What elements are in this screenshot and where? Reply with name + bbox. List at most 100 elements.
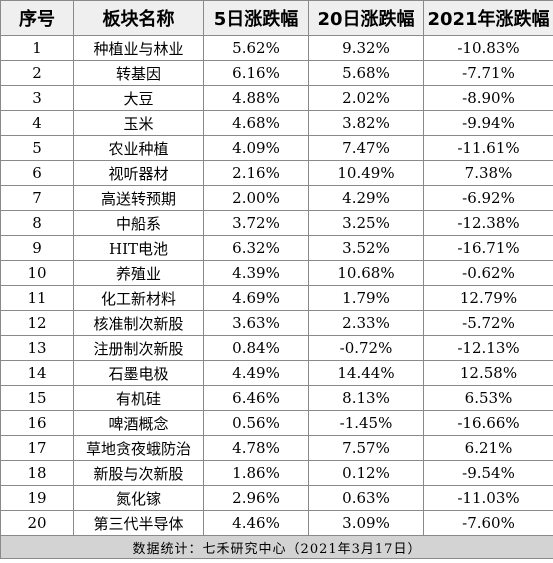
change-20day: 1.79% (308, 285, 424, 311)
header-20day-change: 20日涨跌幅 (308, 0, 424, 36)
change-5day: 4.88% (203, 85, 309, 111)
table-row: 2 转基因 6.16% 5.68% -7.71% (0, 60, 553, 86)
change-20day: 10.68% (308, 260, 424, 286)
header-5day-change: 5日涨跌幅 (203, 0, 309, 36)
sector-name: 石墨电极 (73, 360, 204, 386)
sector-name: 大豆 (73, 85, 204, 111)
header-2021-change: 2021年涨跌幅 (423, 0, 553, 36)
change-5day: 2.96% (203, 485, 309, 511)
change-2021: -11.03% (423, 485, 553, 511)
table-row: 4 玉米 4.68% 3.82% -9.94% (0, 110, 553, 136)
change-20day: 5.68% (308, 60, 424, 86)
change-5day: 0.84% (203, 335, 309, 361)
header-row: 序号 板块名称 5日涨跌幅 20日涨跌幅 2021年涨跌幅 (0, 0, 553, 36)
change-2021: -7.71% (423, 60, 553, 86)
change-2021: -12.13% (423, 335, 553, 361)
change-20day: 3.52% (308, 235, 424, 261)
change-2021: -8.90% (423, 85, 553, 111)
table-row: 13 注册制次新股 0.84% -0.72% -12.13% (0, 335, 553, 361)
change-20day: 2.33% (308, 310, 424, 336)
sector-name: 化工新材料 (73, 285, 204, 311)
table-row: 10 养殖业 4.39% 10.68% -0.62% (0, 260, 553, 286)
change-20day: 8.13% (308, 385, 424, 411)
table-row: 20 第三代半导体 4.46% 3.09% -7.60% (0, 510, 553, 536)
change-5day: 4.68% (203, 110, 309, 136)
table-row: 9 HIT电池 6.32% 3.52% -16.71% (0, 235, 553, 261)
table-row: 7 高送转预期 2.00% 4.29% -6.92% (0, 185, 553, 211)
sector-name: 中船系 (73, 210, 204, 236)
row-index: 18 (0, 460, 74, 486)
row-index: 1 (0, 35, 74, 61)
change-20day: 0.63% (308, 485, 424, 511)
change-2021: -0.62% (423, 260, 553, 286)
sector-name: 农业种植 (73, 135, 204, 161)
change-20day: -1.45% (308, 410, 424, 436)
row-index: 17 (0, 435, 74, 461)
change-20day: 14.44% (308, 360, 424, 386)
change-5day: 4.09% (203, 135, 309, 161)
change-5day: 2.00% (203, 185, 309, 211)
sector-name: 注册制次新股 (73, 335, 204, 361)
data-source-note: 数据统计：七禾研究中心（2021年3月17日） (0, 535, 553, 559)
row-index: 5 (0, 135, 74, 161)
table-row: 19 氮化镓 2.96% 0.63% -11.03% (0, 485, 553, 511)
row-index: 10 (0, 260, 74, 286)
change-5day: 4.46% (203, 510, 309, 536)
change-20day: 7.47% (308, 135, 424, 161)
table-row: 5 农业种植 4.09% 7.47% -11.61% (0, 135, 553, 161)
change-5day: 4.39% (203, 260, 309, 286)
change-20day: 3.25% (308, 210, 424, 236)
sector-name: 氮化镓 (73, 485, 204, 511)
table-row: 11 化工新材料 4.69% 1.79% 12.79% (0, 285, 553, 311)
sector-name: 视听器材 (73, 160, 204, 186)
row-index: 6 (0, 160, 74, 186)
change-5day: 4.49% (203, 360, 309, 386)
change-20day: 2.02% (308, 85, 424, 111)
change-5day: 1.86% (203, 460, 309, 486)
change-2021: 6.53% (423, 385, 553, 411)
change-5day: 4.78% (203, 435, 309, 461)
change-5day: 3.72% (203, 210, 309, 236)
change-2021: 12.58% (423, 360, 553, 386)
change-5day: 2.16% (203, 160, 309, 186)
footer-row: 数据统计：七禾研究中心（2021年3月17日） (0, 535, 553, 559)
change-2021: -11.61% (423, 135, 553, 161)
table-row: 16 啤酒概念 0.56% -1.45% -16.66% (0, 410, 553, 436)
change-5day: 5.62% (203, 35, 309, 61)
row-index: 8 (0, 210, 74, 236)
header-sector-name: 板块名称 (73, 0, 204, 36)
table-row: 3 大豆 4.88% 2.02% -8.90% (0, 85, 553, 111)
change-2021: 6.21% (423, 435, 553, 461)
sector-name: 第三代半导体 (73, 510, 204, 536)
change-20day: 4.29% (308, 185, 424, 211)
table-row: 8 中船系 3.72% 3.25% -12.38% (0, 210, 553, 236)
table-body: 1 种植业与林业 5.62% 9.32% -10.83% 2 转基因 6.16% 5.68% -7… (0, 35, 553, 536)
change-5day: 0.56% (203, 410, 309, 436)
sector-name: 高送转预期 (73, 185, 204, 211)
row-index: 4 (0, 110, 74, 136)
sector-name: 核准制次新股 (73, 310, 204, 336)
table-header: 序号 板块名称 5日涨跌幅 20日涨跌幅 2021年涨跌幅 (0, 0, 553, 36)
change-2021: -9.94% (423, 110, 553, 136)
row-index: 20 (0, 510, 74, 536)
row-index: 3 (0, 85, 74, 111)
change-2021: -6.92% (423, 185, 553, 211)
sector-name: 啤酒概念 (73, 410, 204, 436)
change-2021: -16.66% (423, 410, 553, 436)
change-5day: 6.46% (203, 385, 309, 411)
sector-name: 草地贪夜蛾防治 (73, 435, 204, 461)
change-20day: 3.09% (308, 510, 424, 536)
change-20day: 0.12% (308, 460, 424, 486)
change-20day: 7.57% (308, 435, 424, 461)
change-2021: -16.71% (423, 235, 553, 261)
table-row: 14 石墨电极 4.49% 14.44% 12.58% (0, 360, 553, 386)
change-5day: 6.32% (203, 235, 309, 261)
row-index: 19 (0, 485, 74, 511)
table-footer: 数据统计：七禾研究中心（2021年3月17日） (0, 535, 553, 559)
table-row: 18 新股与次新股 1.86% 0.12% -9.54% (0, 460, 553, 486)
change-2021: -9.54% (423, 460, 553, 486)
change-2021: -7.60% (423, 510, 553, 536)
row-index: 2 (0, 60, 74, 86)
